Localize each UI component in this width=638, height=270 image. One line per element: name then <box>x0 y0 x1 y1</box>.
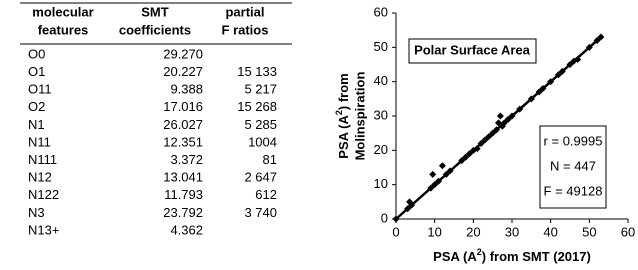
table-cell: N1 <box>28 117 45 132</box>
table-cell: O0 <box>28 46 45 61</box>
fit-line <box>395 36 602 220</box>
table-cell: O2 <box>28 99 45 114</box>
table-cell: 17.016 <box>163 99 203 114</box>
y-axis-label: Molinspiration <box>352 72 367 161</box>
table-cell: 9.388 <box>170 82 203 97</box>
point <box>496 112 504 120</box>
y-tick-label: 60 <box>374 4 388 19</box>
table-header: partial <box>225 4 264 19</box>
chart: PSA (A2) from SMT (2017) PSA (A2) from M… <box>334 4 635 264</box>
stats-box <box>539 125 607 209</box>
table-cell: 4.362 <box>170 222 203 237</box>
table-cell: N3 <box>28 205 45 220</box>
table-cell: 15 133 <box>237 64 277 79</box>
y-tick-label: 20 <box>374 142 388 157</box>
y-tick-label: 30 <box>374 107 388 122</box>
table-cell: 23.792 <box>163 205 203 220</box>
table-cell: 5 285 <box>244 117 277 132</box>
table-cell: 11.793 <box>164 187 203 202</box>
annotation: r = 0.9995 <box>544 133 603 148</box>
point <box>494 119 502 127</box>
table-header: features <box>38 22 89 37</box>
x-tick-label: 40 <box>543 224 557 239</box>
table-header: SMT <box>141 4 169 19</box>
table-cell: N122 <box>28 187 59 202</box>
title-box <box>408 38 537 64</box>
table-cell: 12.351 <box>163 134 203 149</box>
table-cell: 1004 <box>248 134 277 149</box>
table-cell: 26.027 <box>163 117 203 132</box>
y-tick-label: 50 <box>374 39 388 54</box>
x-tick-label: 20 <box>466 224 480 239</box>
y-tick-label: 40 <box>374 73 388 88</box>
table-cell: 29.270 <box>163 46 203 61</box>
x-tick-label: 30 <box>505 224 519 239</box>
x-tick-label: 0 <box>392 224 399 239</box>
annotation: F = 49128 <box>544 183 603 198</box>
table-cell: 3 740 <box>244 205 277 220</box>
x-axis-label: PSA (A2) from SMT (2017) <box>433 247 591 264</box>
point <box>438 162 446 170</box>
y-axis-label: PSA (A2) from <box>334 73 351 158</box>
y-tick-label: 0 <box>381 210 388 225</box>
table-cell: 20.227 <box>163 64 203 79</box>
table-cell: 13.041 <box>163 170 203 185</box>
table-cell: N13+ <box>28 222 59 237</box>
x-tick-label: 50 <box>582 224 596 239</box>
x-tick-label: 60 <box>621 224 635 239</box>
table-cell: 5 217 <box>244 82 277 97</box>
table-cell: 3.372 <box>170 152 203 167</box>
table-cell: 612 <box>255 187 277 202</box>
table-header: molecular <box>32 4 93 19</box>
chart-title: Polar Surface Area <box>414 42 531 57</box>
table-cell: N12 <box>28 170 52 185</box>
annotation: N = 447 <box>550 158 596 173</box>
table-header: F ratios <box>222 22 269 37</box>
table-cell: N11 <box>28 134 51 149</box>
table: molecular features SMT coefficients partial F… <box>28 4 277 237</box>
table-cell: 2 647 <box>244 170 277 185</box>
table-cell: 81 <box>263 152 277 167</box>
y-tick-label: 10 <box>374 176 388 191</box>
table-cell: O1 <box>28 64 45 79</box>
point <box>429 170 437 178</box>
table-cell: 15 268 <box>237 99 277 114</box>
table-cell: N111 <box>28 152 57 167</box>
table-cell: O11 <box>28 82 52 97</box>
table-header: coefficients <box>119 22 191 37</box>
x-tick-label: 10 <box>427 224 441 239</box>
